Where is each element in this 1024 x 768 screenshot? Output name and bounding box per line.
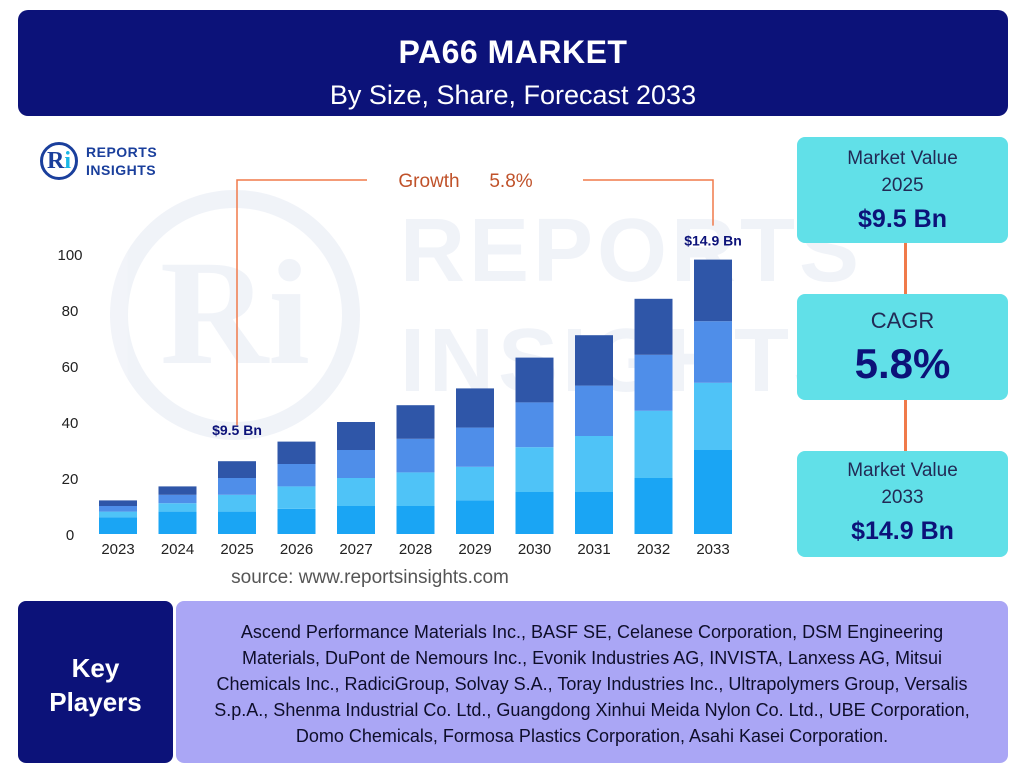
kpi-connector-2 [904,400,907,451]
kpi-label-line1: Market Value [847,148,958,169]
x-tick-label: 2031 [577,541,610,558]
bar-segment [515,492,554,534]
kpi-label: Market Value 2033 [797,457,1008,511]
kpi-label-line2: 2033 [881,487,924,508]
bar-segment [634,354,673,411]
y-tick-label: 80 [62,303,79,320]
y-tick-label: 0 [66,527,74,544]
page-title: PA66 MARKET [398,34,628,70]
x-tick-label: 2027 [339,541,372,558]
bar-segment [218,511,256,534]
bar-segment [158,503,197,512]
bar-segment [158,486,197,495]
bar-segment [575,335,613,386]
bar-segment [575,436,613,492]
bar-segment [396,472,435,506]
market-value-2033-card: Market Value 2033 $14.9 Bn [797,451,1008,557]
y-tick-label: 20 [62,471,79,488]
kpi-label-line1: Market Value [847,460,958,481]
key-players-label-line2: Players [49,687,142,717]
bar-segment [277,464,316,487]
logo-line2: INSIGHTS [86,162,157,178]
bar-segment [694,450,732,534]
x-tick-label: 2028 [399,541,432,558]
bar-segment [158,494,197,504]
page-subtitle: By Size, Share, Forecast 2033 [329,80,697,110]
bar-segment [634,410,673,478]
y-tick-label: 100 [57,247,82,264]
x-tick-label: 2029 [458,541,491,558]
logo-mark-icon: Ri [40,142,78,180]
x-tick-label: 2023 [101,541,134,558]
bar-segment [99,500,137,506]
x-tick-label: 2030 [518,541,551,558]
market-value-2025-card: Market Value 2025 $9.5 Bn [797,137,1008,243]
growth-value: 5.8% [489,171,532,192]
kpi-value: $9.5 Bn [858,205,947,233]
start-value-label: $9.5 Bn [212,422,262,438]
bar-segment [218,494,256,512]
header-banner: PA66 MARKET By Size, Share, Forecast 203… [18,10,1008,116]
end-value-label: $14.9 Bn [684,233,742,249]
bar-segment [99,517,137,534]
x-tick-label: 2024 [161,541,194,558]
x-tick-label: 2033 [696,541,729,558]
bar-segment [396,506,435,534]
x-tick-label: 2026 [280,541,313,558]
kpi-value: $14.9 Bn [851,517,954,545]
cagr-card: CAGR 5.8% [797,294,1008,400]
bar-segment [396,405,435,439]
company-logo: Ri REPORTS INSIGHTS [40,140,180,184]
bar-segment [277,508,316,534]
key-players-label-line1: Key [71,653,120,683]
bar-segment [337,478,375,506]
x-tick-label: 2032 [637,541,670,558]
kpi-label-line2: 2025 [881,175,924,196]
bar-segment [277,486,316,509]
bar-segment [337,422,375,450]
bar-segment [515,357,554,403]
bar-segment [99,506,137,512]
kpi-connector-1 [904,243,907,294]
market-bar-chart: 0 20 40 60 80 100 2023 2024 2025 2026 2027 2028 2029… [57,171,742,558]
bar-segment [694,259,732,322]
bar-segment [575,492,613,534]
bar-segment [634,478,673,534]
kpi-value: 5.8% [854,340,951,387]
growth-bracket-left [236,179,367,426]
bar-segment [99,511,137,518]
bar-segment [515,447,554,492]
bar-segment [218,478,256,495]
bar-segment [694,321,732,383]
source-caption: source: www.reportsinsights.com [231,567,509,588]
bar-segment [575,385,613,436]
growth-label: Growth [398,171,459,192]
key-players-list: Ascend Performance Materials Inc., BASF … [176,601,1008,763]
bar-segment [456,500,494,534]
bar-segment [456,388,494,428]
kpi-label: Market Value 2025 [797,145,1008,199]
kpi-label: CAGR [870,308,935,333]
bar-segment [396,438,435,473]
bar-segment [158,511,197,534]
bar-segment [634,298,673,355]
bar-segment [456,466,494,501]
y-tick-label: 40 [62,415,79,432]
bar-segment [337,450,375,478]
x-tick-label: 2025 [220,541,253,558]
bar-segment [694,382,732,450]
bar-segment [218,461,256,478]
logo-line1: REPORTS [86,144,158,160]
growth-bracket-right [583,179,714,226]
watermark-line1: REPORTS [400,201,864,301]
y-tick-label: 60 [62,359,79,376]
key-players-label: Key Players [18,601,173,763]
bar-segment [515,402,554,448]
bar-segment [456,427,494,467]
bar-segment [337,506,375,534]
bar-segment [277,441,316,464]
